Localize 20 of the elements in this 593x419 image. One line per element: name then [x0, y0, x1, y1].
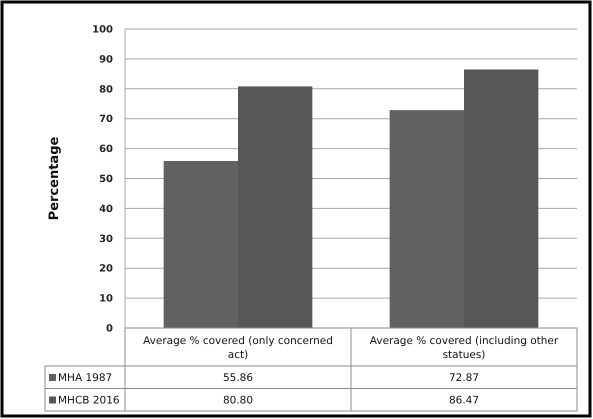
y-tick-label: 0	[106, 324, 114, 334]
y-tick-label: 90	[99, 54, 114, 66]
y-tick-label: 100	[92, 24, 114, 36]
y-tick-label: 40	[99, 204, 114, 215]
y-tick-label: 30	[99, 234, 114, 245]
data-label: 72.87	[448, 372, 480, 384]
data-label: 86.47	[448, 394, 480, 406]
legend-label: MHA 1987	[58, 372, 112, 384]
x-tick-label: Average % covered (only concerned act)	[143, 335, 333, 361]
y-tick-label: 10	[99, 294, 114, 305]
data-label: 80.80	[222, 394, 254, 406]
y-axis-title: Percentage	[47, 136, 62, 220]
y-tick-label: 60	[99, 144, 114, 156]
y-tick-label: 70	[99, 114, 114, 126]
y-tick-label: 50	[99, 174, 114, 185]
data-label: 55.86	[222, 372, 254, 384]
y-tick-label: 20	[99, 264, 114, 275]
legend-label: MHCB 2016	[58, 394, 120, 406]
y-tick-label: 80	[99, 84, 114, 96]
x-tick-label: Average % covered (including other statues)	[370, 335, 559, 361]
